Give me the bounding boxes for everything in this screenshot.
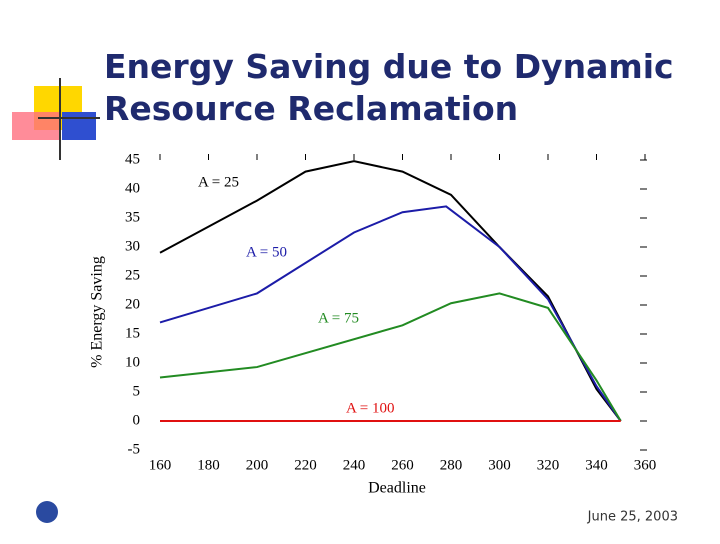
decor [62,112,96,140]
series-label: A = 50 [246,244,287,260]
y-tick-label: 15 [125,325,140,341]
x-tick-label: 340 [585,457,608,473]
x-tick-label: 220 [294,457,317,473]
x-tick-label: 320 [537,457,560,473]
data-line [159,292,622,422]
x-tick-label: 200 [246,457,269,473]
y-tick-label: 25 [125,267,140,283]
series-label: A = 100 [346,400,394,416]
y-tick-label: 5 [133,383,141,399]
x-tick-label: 360 [634,457,657,473]
y-tick-label: 30 [125,238,140,254]
x-tick-label: 160 [149,457,172,473]
y-tick-label: -5 [128,441,141,457]
y-tick-label: 35 [125,209,140,225]
y-tick-label: 20 [125,296,140,312]
y-tick-label: 0 [133,412,141,428]
x-tick-label: 240 [343,457,366,473]
slide-title: Energy Saving due to Dynamic Resource Rec… [104,47,674,128]
x-axis-label: Deadline [368,480,426,497]
logo [36,501,58,523]
x-tick-label: 300 [488,457,511,473]
series-label: A = 75 [318,310,359,326]
x-tick-label: 260 [391,457,414,473]
date: June 25, 2003 [587,510,678,525]
data-line [159,160,622,422]
y-tick-label: 40 [125,180,140,196]
x-tick-label: 180 [197,457,220,473]
y-tick-label: 10 [125,354,140,370]
x-tick-label: 280 [440,457,463,473]
series-label: A = 25 [198,174,239,190]
y-axis-label: % Energy Saving [89,256,106,368]
decor [12,112,60,140]
y-tick-label: 45 [125,151,140,167]
